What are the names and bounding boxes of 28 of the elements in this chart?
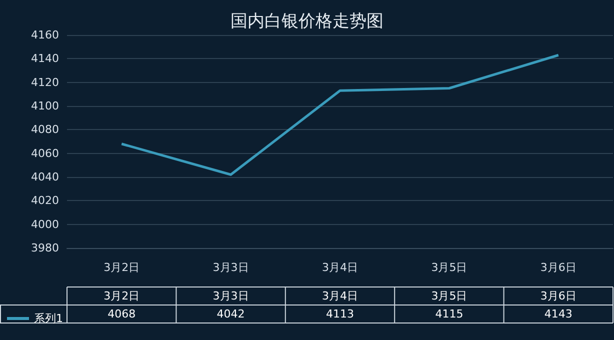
category-label: 3月2日 <box>104 290 140 302</box>
y-tick-label: 4160 <box>31 28 59 42</box>
y-tick-label: 4000 <box>31 218 59 231</box>
legend-label: 系列1 <box>34 312 63 325</box>
chart-title: 国内白银价格走势图 <box>230 12 384 32</box>
y-tick-label: 4140 <box>31 52 59 66</box>
category-label: 3月5日 <box>431 290 468 302</box>
data-label: 4068 <box>108 308 136 320</box>
data-label: 4113 <box>326 308 354 320</box>
y-tick-label: 4120 <box>31 76 59 89</box>
y-tick-label: 4100 <box>31 100 59 112</box>
x-tick-label: 3月3日 <box>212 261 249 274</box>
line-series <box>120 54 560 176</box>
y-tick-label: 4060 <box>31 146 59 160</box>
data-label: 4143 <box>544 308 572 320</box>
y-tick-label: 4040 <box>31 170 59 184</box>
data-label: 4115 <box>435 308 464 320</box>
category-label: 3月4日 <box>322 290 358 302</box>
y-tick-label: 4020 <box>31 194 59 208</box>
x-tick-label: 3月6日 <box>540 261 576 274</box>
category-label: 3月3日 <box>212 290 249 302</box>
data-label: 4042 <box>216 308 245 320</box>
x-tick-label: 3月2日 <box>104 261 140 274</box>
category-label: 3月6日 <box>540 290 576 302</box>
x-tick-label: 3月5日 <box>431 261 468 274</box>
y-tick-label: 3980 <box>31 242 59 254</box>
y-tick-label: 4080 <box>31 123 59 136</box>
x-tick-label: 3月4日 <box>322 261 358 274</box>
